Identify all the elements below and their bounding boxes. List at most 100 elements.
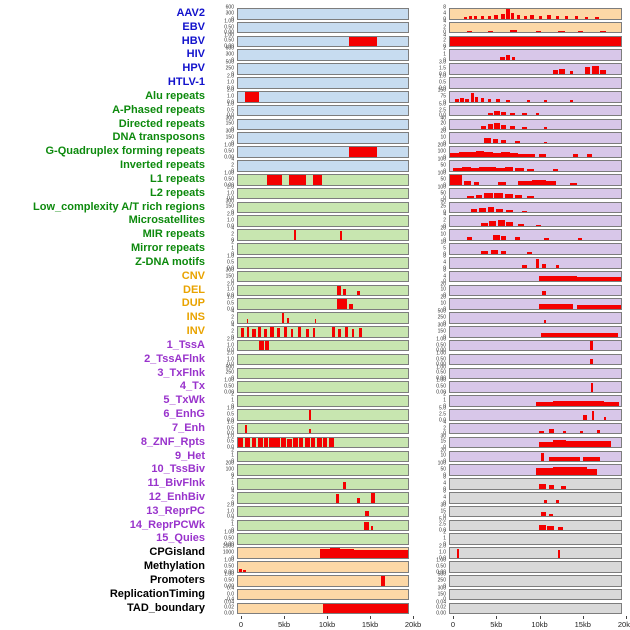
left-track-panel (237, 243, 409, 255)
y-tick-label: 50 (440, 466, 446, 473)
y-tick-label: 250 (437, 314, 446, 321)
data-bar (290, 328, 294, 337)
y-tick-label: 150 (437, 87, 446, 94)
data-bar (578, 238, 582, 240)
y-tick-label: 0 (443, 292, 446, 299)
y-axis-ticks-left: 2000 1000 0 (209, 544, 237, 561)
row-label: 7_Enh (171, 421, 205, 434)
y-tick-label: 2 (231, 239, 234, 246)
data-bar (244, 91, 260, 102)
row-label: TAD_boundary (126, 601, 205, 614)
y-axis-ticks-left: 600 300 0 (209, 45, 237, 63)
data-bar (501, 124, 507, 130)
data-bar (259, 340, 264, 351)
track-row: L1 repeats 1.00 0.50 0.00 100 50 0 (0, 170, 622, 189)
data-bar (357, 290, 360, 296)
data-bar (501, 151, 510, 157)
data-bar (552, 440, 567, 448)
y-tick-label: 8 (443, 474, 446, 481)
data-bar (258, 327, 261, 337)
y-axis-ticks-left: 2.0 1.0 0.0 (209, 212, 237, 229)
data-bar (394, 550, 408, 558)
y-tick-label: 0.0 (227, 361, 234, 368)
data-bar (526, 100, 531, 102)
data-bar (556, 500, 560, 503)
track-row: MIR repeats 4 2 0 20 10 0 (0, 226, 622, 244)
y-axis-ticks-left: 1.0 0.5 0.0 (209, 102, 237, 119)
right-track-panel (449, 326, 622, 338)
y-axis-ticks-left: 300 150 0 (209, 199, 237, 216)
y-tick-label: 25 (440, 203, 446, 210)
left-track-panel (237, 326, 409, 338)
x-tick-label-left: 10kb (318, 620, 336, 629)
y-axis-ticks-right: 20 10 0 (421, 129, 449, 146)
track-row: 3_TxFlnk 500 250 0 1.00 0.50 0.00 (0, 365, 622, 381)
y-tick-label: 0.0 (227, 99, 234, 106)
y-tick-label: 0.0 (227, 292, 234, 299)
y-tick-label: 1.00 (224, 18, 234, 25)
right-track-panel (449, 35, 622, 48)
y-tick-label: 0 (443, 43, 446, 50)
y-axis-ticks-right: 5.0 2.5 0.0 (421, 102, 449, 119)
data-bar (506, 9, 510, 19)
data-bar (538, 483, 546, 489)
data-bar (475, 194, 483, 199)
y-tick-label: 0 (443, 500, 446, 507)
y-tick-label: 500 (225, 59, 234, 66)
left-track-panel (237, 35, 409, 48)
data-bar (450, 36, 621, 47)
y-axis-ticks-left: 0.4 0.0 -0.4 (209, 586, 237, 603)
y-tick-label: 0 (231, 320, 234, 327)
data-bar (243, 569, 246, 572)
y-tick-label: 0.00 (224, 182, 234, 189)
data-bar (264, 328, 267, 337)
data-bar (506, 209, 514, 213)
right-track-panel (449, 561, 622, 573)
data-bar (473, 182, 480, 185)
track-row: 11_BivFlnk 2 1 0 8 4 0 (0, 474, 622, 492)
y-tick-label: 150 (437, 328, 446, 335)
y-tick-label: 0.5 (439, 79, 446, 86)
right-track-panel (449, 160, 622, 172)
data-bar (523, 15, 527, 19)
track-row: 4_Tx 1.00 0.50 0.00 1.00 0.50 0.00 (0, 378, 622, 395)
y-tick-label: 1.0 (227, 93, 234, 100)
x-axis-left: 0 5kb 10kb 15kb 20kb (239, 616, 421, 630)
y-tick-label: 1.00 (224, 170, 234, 177)
y-axis-ticks-left: 2.0 1.0 0.0 (209, 282, 237, 299)
data-bar (353, 549, 368, 558)
data-bar (540, 452, 545, 462)
y-axis-ticks-left: 1.00 0.50 0.00 (209, 530, 237, 547)
y-tick-label: 0 (443, 583, 446, 590)
left-track-panel (237, 21, 409, 34)
y-tick-label: 1.00 (436, 350, 446, 357)
track-row: 6_EnhG 1.0 0.5 0.0 5.0 2.5 0.0 (0, 405, 622, 423)
data-bar (514, 195, 522, 199)
data-bar (591, 65, 599, 74)
y-tick-label: 0 (443, 237, 446, 244)
row-label: DEL (183, 283, 205, 296)
y-tick-label: 5.0 (439, 405, 446, 412)
y-axis-ticks-left: 1.0 0.5 0.0 (209, 406, 237, 423)
track-row: DUP 1.0 0.5 0.0 20 10 0 (0, 295, 622, 312)
data-bar (514, 141, 521, 144)
right-track-panel (449, 422, 622, 435)
right-track-panel (449, 201, 622, 214)
row-label: ReplicationTiming (109, 587, 205, 600)
y-tick-label: 0 (231, 403, 234, 410)
data-bar (496, 99, 500, 102)
y-tick-label: 10 (440, 134, 446, 141)
y-tick-label: 600 (225, 45, 234, 52)
y-tick-label: 0.50 (224, 577, 234, 584)
y-tick-label: 1.00 (436, 557, 446, 564)
track-row: 13_ReprPC 2.0 1.0 0.0 30 15 0 (0, 503, 622, 519)
data-bar (535, 401, 553, 406)
y-tick-label: 10 (440, 300, 446, 307)
y-tick-label: 0 (443, 57, 446, 64)
row-label: AAV2 (176, 7, 205, 19)
data-bar (323, 438, 328, 448)
y-tick-label: 2.0 (227, 336, 234, 343)
